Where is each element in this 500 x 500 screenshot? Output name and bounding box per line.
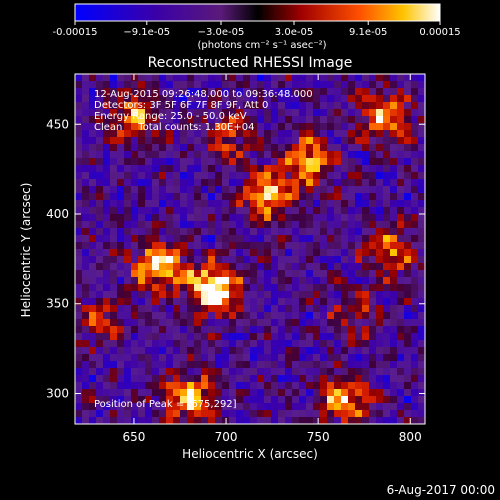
x-tick-label: 750	[307, 430, 330, 444]
x-axis-label: Heliocentric X (arcsec)	[182, 447, 318, 461]
plot-frame	[74, 73, 426, 425]
colorbar-tick-label: −3.0e-05	[198, 27, 245, 38]
heatmap-region	[75, 74, 425, 424]
annotation-clean-counts: Clean Total counts: 1.30E+04	[94, 122, 254, 133]
chart-title: Reconstructed RHESSI Image	[148, 55, 353, 71]
colorbar	[74, 3, 441, 22]
colorbar-tick-label: 9.1e-05	[349, 27, 387, 38]
x-tick-label: 800	[399, 430, 422, 444]
colorbar-tick-label: −9.1e-05	[123, 27, 170, 38]
y-tick-label: 300	[46, 386, 69, 400]
x-tick-label: 700	[215, 430, 238, 444]
annotation-detectors: Detectors: 3F 5F 6F 7F 8F 9F, Att 0	[94, 100, 268, 111]
colorbar-unit-label: (photons cm⁻² s⁻¹ asec⁻²)	[197, 40, 326, 51]
colorbar-tick-label: -0.00015	[53, 27, 98, 38]
colorbar-tick-label: 3.0e-05	[275, 27, 313, 38]
annotation-time-range: 12-Aug-2015 09:26:48.000 to 09:36:48.000	[94, 89, 313, 100]
annotation-energy-range: Energy Range: 25.0 - 50.0 keV	[94, 111, 247, 122]
axes: 650 700 750 800 300 350 400 450	[46, 74, 425, 444]
y-axis-label: Heliocentric Y (arcsec)	[19, 183, 33, 318]
footer-date: 6-Aug-2017 00:00	[387, 483, 495, 497]
colorbar-tick-label: 0.00015	[419, 27, 460, 38]
colorbar-ticks: -0.00015 −9.1e-05 −3.0e-05 3.0e-05 9.1e-05 0.…	[53, 21, 461, 38]
heatmap-cells	[75, 74, 425, 424]
annotation-peak-position: Position of Peak = [675,292]	[94, 399, 237, 410]
x-tick-label: 650	[122, 430, 145, 444]
y-tick-label: 350	[46, 297, 69, 311]
y-tick-label: 400	[46, 207, 69, 221]
y-tick-label: 450	[46, 117, 69, 131]
